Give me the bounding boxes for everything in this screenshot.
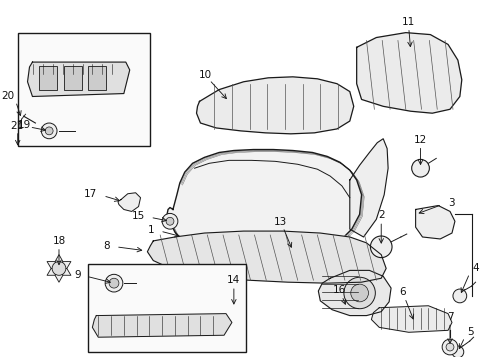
Bar — [89, 66, 106, 90]
Text: 12: 12 — [414, 135, 427, 145]
Text: 2: 2 — [378, 210, 385, 220]
Bar — [18, 33, 150, 145]
Text: 9: 9 — [74, 270, 81, 280]
Circle shape — [442, 339, 458, 355]
Circle shape — [166, 217, 174, 225]
Circle shape — [109, 278, 119, 288]
Circle shape — [370, 236, 392, 258]
Text: 21: 21 — [10, 121, 24, 131]
Polygon shape — [167, 149, 362, 262]
Polygon shape — [350, 139, 388, 237]
Polygon shape — [47, 262, 59, 269]
Circle shape — [105, 274, 123, 292]
Polygon shape — [147, 231, 386, 283]
Text: 7: 7 — [447, 311, 453, 321]
Circle shape — [226, 300, 242, 316]
Circle shape — [230, 304, 238, 312]
Polygon shape — [27, 62, 130, 96]
Circle shape — [344, 277, 375, 309]
Circle shape — [45, 127, 53, 135]
Circle shape — [52, 262, 66, 275]
Polygon shape — [55, 255, 63, 269]
Polygon shape — [59, 269, 71, 275]
Circle shape — [446, 343, 454, 351]
Polygon shape — [357, 33, 462, 113]
Text: 1: 1 — [148, 225, 154, 235]
Text: 14: 14 — [227, 275, 241, 285]
Text: 3: 3 — [448, 198, 454, 207]
Text: 17: 17 — [84, 189, 98, 199]
Polygon shape — [59, 262, 71, 269]
Text: 18: 18 — [52, 236, 66, 246]
Polygon shape — [371, 306, 452, 332]
Polygon shape — [118, 193, 141, 211]
Text: 13: 13 — [274, 217, 287, 227]
Text: 20: 20 — [1, 91, 14, 101]
Bar — [39, 66, 57, 90]
Bar — [89, 264, 245, 352]
Text: 16: 16 — [333, 285, 346, 296]
Polygon shape — [318, 270, 391, 316]
Circle shape — [412, 159, 429, 177]
Bar — [64, 66, 81, 90]
Circle shape — [41, 123, 57, 139]
Circle shape — [453, 289, 466, 303]
Text: 8: 8 — [103, 241, 110, 251]
Text: 5: 5 — [467, 327, 474, 337]
Text: 15: 15 — [131, 211, 145, 221]
Polygon shape — [196, 77, 354, 134]
Circle shape — [452, 346, 464, 358]
Circle shape — [162, 213, 178, 229]
Polygon shape — [55, 269, 63, 282]
Text: 6: 6 — [399, 287, 406, 297]
Text: 19: 19 — [18, 120, 31, 130]
Polygon shape — [93, 314, 232, 337]
Text: 10: 10 — [199, 71, 212, 80]
Text: 11: 11 — [402, 17, 415, 27]
Circle shape — [351, 284, 368, 302]
Polygon shape — [416, 206, 455, 239]
Polygon shape — [47, 269, 59, 275]
Text: 4: 4 — [472, 263, 479, 273]
